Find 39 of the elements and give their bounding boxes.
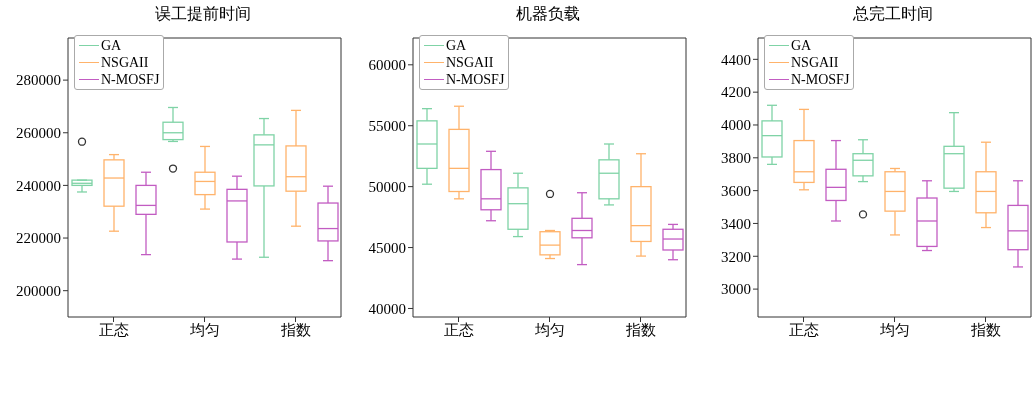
y-tick-label: 50000	[368, 178, 406, 195]
x-tick-label: 均匀	[533, 321, 565, 338]
y-tick-label: 40000	[368, 300, 406, 317]
y-tick-label: 3400	[721, 215, 751, 232]
x-tick-label: 均匀	[878, 321, 910, 338]
y-tick-label: 260000	[16, 125, 61, 142]
legend-label: NSGAII	[791, 54, 839, 71]
y-tick-label: 60000	[368, 57, 406, 74]
chart-title: 机器负载	[514, 4, 581, 24]
x-tick-label: 正态	[98, 321, 129, 338]
y-tick-label: 45000	[368, 239, 406, 256]
x-tick-label: 指数	[624, 321, 656, 338]
x-tick-label: 均匀	[188, 321, 220, 338]
chart-title: 总完工时间	[851, 4, 934, 24]
legend-label: NSGAII	[446, 54, 494, 71]
y-tick-label: 3600	[721, 182, 751, 199]
legend-label: N-MOSFJ	[446, 71, 505, 88]
legend-label: GA	[101, 37, 122, 54]
y-tick-label: 3000	[721, 281, 751, 298]
legend-label: N-MOSFJ	[101, 71, 160, 88]
legend-label: NSGAII	[101, 54, 149, 71]
x-tick-label: 指数	[279, 321, 311, 338]
y-tick-label: 280000	[16, 72, 61, 89]
y-tick-label: 3200	[721, 248, 751, 265]
legend-label: GA	[791, 37, 812, 54]
y-tick-label: 4200	[721, 84, 751, 101]
y-tick-label: 4400	[721, 51, 751, 68]
y-tick-label: 4000	[721, 117, 751, 134]
y-tick-label: 240000	[16, 177, 61, 194]
y-tick-label: 200000	[16, 283, 61, 299]
legend-label: N-MOSFJ	[791, 71, 850, 88]
y-tick-label: 55000	[368, 118, 406, 135]
x-tick-label: 正态	[443, 321, 474, 338]
y-tick-label: 220000	[16, 230, 61, 247]
x-tick-label: 指数	[969, 321, 1001, 338]
y-tick-label: 3800	[721, 150, 751, 167]
chart-title: 误工提前时间	[153, 4, 252, 24]
x-tick-label: 正态	[788, 321, 819, 338]
legend-label: GA	[446, 37, 467, 54]
